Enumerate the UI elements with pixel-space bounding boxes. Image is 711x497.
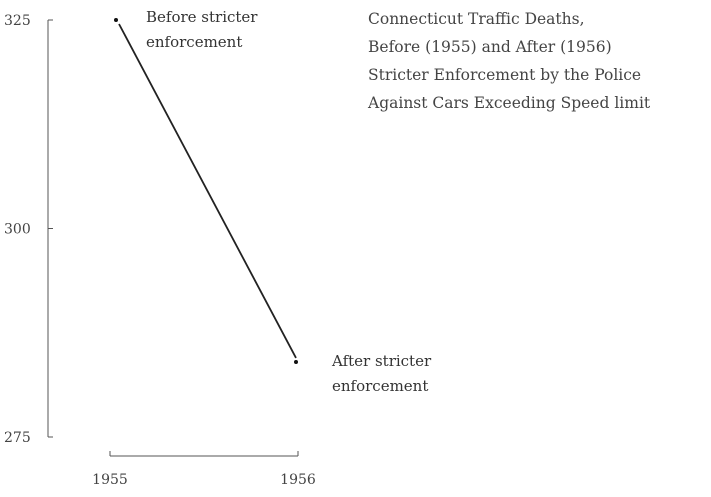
annotation-line: After stricter	[331, 352, 432, 370]
y-tick-label: 275	[4, 430, 31, 446]
data-point	[114, 18, 118, 22]
annotation-line: enforcement	[146, 33, 242, 51]
x-tick-label: 1955	[92, 472, 128, 488]
title-line: Before (1955) and After (1956)	[368, 38, 612, 56]
chart-title: Connecticut Traffic Deaths, Before (1955)…	[367, 10, 651, 112]
title-line: Stricter Enforcement by the Police	[368, 66, 641, 84]
x-tick-label: 1956	[280, 472, 316, 488]
y-axis: 325 300 275	[4, 13, 53, 446]
data-point	[294, 359, 298, 364]
title-line: Against Cars Exceeding Speed limit	[367, 94, 651, 112]
annotation-label: Before stricter enforcement	[146, 8, 258, 51]
annotation-label: After stricter enforcement	[331, 352, 432, 395]
series	[114, 18, 298, 364]
annotation-line: enforcement	[332, 377, 428, 395]
annotation-line: Before stricter	[146, 8, 258, 26]
title-line: Connecticut Traffic Deaths,	[368, 10, 585, 28]
x-axis: 1955 1956	[92, 451, 316, 488]
series-line	[118, 23, 297, 359]
y-tick-label: 325	[4, 13, 31, 29]
y-tick-label: 300	[4, 222, 31, 238]
